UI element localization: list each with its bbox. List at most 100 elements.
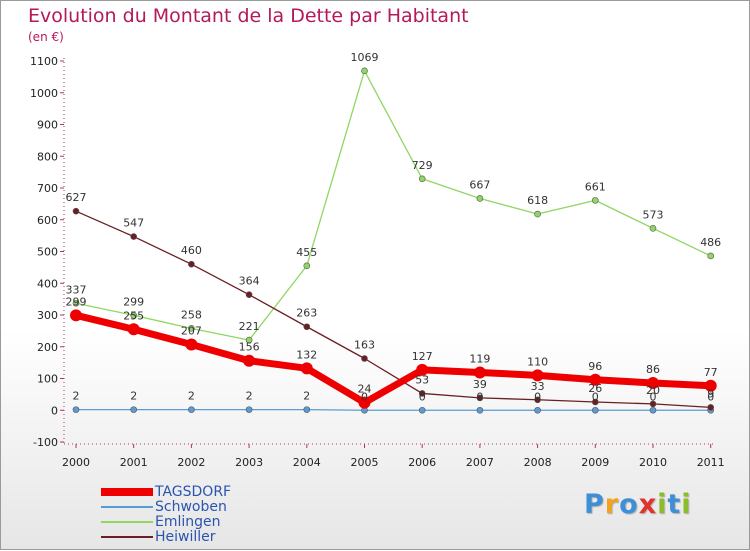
data-point: [185, 338, 198, 351]
data-label: 618: [527, 194, 548, 207]
data-point: [534, 406, 541, 414]
data-point: [72, 406, 80, 413]
x-tick-label: 2010: [639, 456, 667, 469]
legend-label: Heiwiller: [155, 529, 216, 545]
data-label: 163: [354, 338, 375, 351]
y-tick-label: 400: [37, 277, 58, 290]
data-label: 110: [527, 355, 548, 368]
legend-label: Schwoben: [155, 499, 227, 515]
chart-unit-label: (en €): [28, 30, 64, 44]
y-tick-label: 300: [37, 309, 58, 322]
x-tick-label: 2000: [62, 456, 90, 469]
data-label: 207: [181, 325, 202, 338]
data-label: 33: [531, 380, 545, 393]
data-point: [649, 400, 657, 408]
x-tick-label: 2008: [524, 456, 552, 469]
data-point: [245, 406, 253, 413]
series-layer: [70, 67, 717, 414]
data-label: 2: [130, 390, 137, 403]
legend-item-emlingen: Emlingen: [101, 515, 321, 530]
data-label: 0: [476, 390, 483, 403]
data-point: [127, 323, 140, 336]
data-point: [188, 406, 195, 413]
data-point: [72, 207, 80, 215]
y-tick-label: 900: [37, 119, 58, 132]
legend-swatch: [101, 506, 153, 508]
data-point: [649, 406, 657, 414]
data-point: [591, 398, 599, 406]
data-point: [303, 262, 311, 270]
axes: -100010020030040050060070080090010001100…: [30, 55, 725, 469]
data-point: [473, 366, 486, 379]
data-label: 486: [700, 236, 721, 249]
data-label: 263: [296, 307, 317, 320]
data-label: 0: [650, 390, 657, 403]
series-line-emlingen: [75, 70, 712, 341]
data-point: [476, 394, 484, 402]
x-tick-label: 2005: [351, 456, 379, 469]
x-tick-label: 2001: [120, 456, 148, 469]
data-label: 156: [239, 341, 260, 354]
data-point: [534, 210, 541, 218]
y-tick-label: 100: [37, 373, 58, 386]
data-point: [591, 406, 599, 414]
series-line-heiwiller: [75, 210, 712, 409]
legend-swatch: [101, 536, 153, 538]
data-point: [418, 175, 426, 183]
y-tick-label: -100: [33, 436, 58, 449]
data-label: 2: [188, 390, 195, 403]
data-point: [130, 406, 137, 413]
data-label: 460: [181, 244, 202, 257]
x-tick-label: 2002: [177, 456, 205, 469]
data-point: [476, 195, 484, 202]
legend-swatch: [101, 488, 153, 496]
x-tick-label: 2007: [466, 456, 494, 469]
data-point: [70, 309, 82, 322]
data-label: 729: [412, 159, 433, 172]
data-label: 132: [296, 348, 317, 361]
x-tick-label: 2006: [408, 456, 436, 469]
data-label: 127: [412, 350, 433, 363]
data-point: [534, 396, 541, 404]
data-label: 53: [415, 373, 429, 386]
legend-item-heiwiller: Heiwiller: [101, 530, 321, 545]
proxiti-logo: Proxiti: [584, 489, 692, 520]
data-point: [531, 369, 544, 382]
data-label: 0: [707, 390, 714, 403]
y-tick-label: 700: [37, 182, 58, 195]
data-label: 20: [646, 384, 660, 397]
data-point: [591, 197, 599, 204]
data-point: [589, 373, 602, 386]
y-tick-label: 600: [37, 214, 58, 227]
data-point: [361, 67, 368, 75]
data-point: [245, 291, 253, 298]
data-label: 221: [239, 320, 260, 333]
data-point: [188, 260, 195, 268]
x-tick-label: 2004: [293, 456, 321, 469]
data-point: [704, 379, 717, 392]
data-label: 258: [181, 308, 202, 321]
y-tick-label: 500: [37, 246, 58, 259]
chart-title: Evolution du Montant de la Dette par Hab…: [28, 5, 469, 27]
x-tick-label: 2003: [235, 456, 263, 469]
legend: TAGSDORF Schwoben Emlingen Heiwiller: [101, 485, 321, 545]
legend-swatch: [101, 521, 153, 523]
data-label: 627: [66, 191, 87, 204]
data-label: 364: [239, 275, 260, 288]
data-label: 2: [73, 390, 80, 403]
y-tick-label: 1000: [30, 87, 58, 100]
x-tick-label: 2009: [581, 456, 609, 469]
data-label: 119: [469, 352, 490, 365]
x-tick-label: 2011: [697, 456, 725, 469]
data-label: 667: [469, 178, 490, 191]
data-point: [245, 336, 253, 344]
y-tick-label: 1100: [30, 55, 58, 68]
legend-label: TAGSDORF: [155, 484, 232, 500]
data-point: [130, 312, 137, 319]
data-point: [303, 406, 311, 413]
legend-item-tagsdorf: TAGSDORF: [101, 485, 321, 500]
y-tick-label: 200: [37, 341, 58, 354]
